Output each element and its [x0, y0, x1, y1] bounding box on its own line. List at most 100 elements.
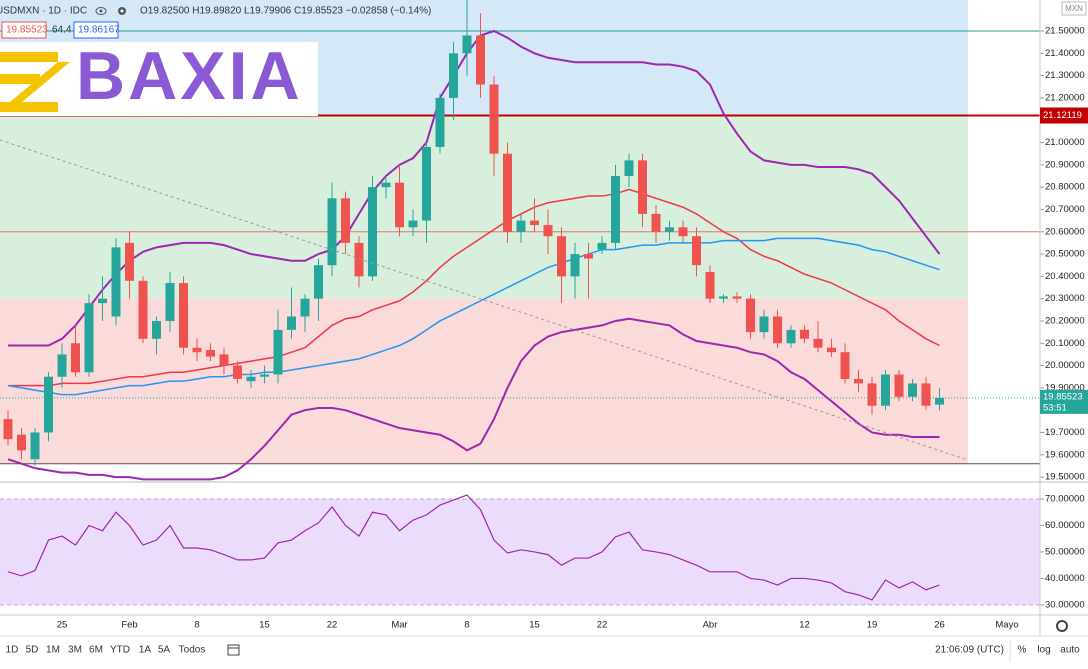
range-button[interactable]: 6M [89, 645, 103, 656]
currency[interactable]: MXN [1065, 4, 1083, 13]
x-tick-label: Feb [121, 620, 137, 631]
candle-body [435, 97, 445, 147]
candle-body [152, 320, 161, 339]
scale-option[interactable]: auto [1060, 645, 1080, 656]
candle-body [206, 349, 215, 357]
candle-body [327, 198, 337, 266]
indicator-line [7, 237, 940, 396]
indicator-line [7, 317, 940, 481]
level-label-box [1040, 107, 1088, 124]
y-tick-label: 50.00000 [1045, 546, 1085, 557]
candle-body [233, 365, 242, 379]
indicator-line [8, 29, 941, 347]
scale-option[interactable]: log [1037, 645, 1050, 656]
range-button[interactable]: YTD [110, 645, 130, 656]
x-tick-label: 8 [194, 620, 199, 631]
y-tick-label: 20.30000 [1045, 293, 1085, 304]
candle-body [300, 298, 310, 317]
x-tick-label: 15 [259, 620, 270, 631]
buy-box[interactable] [73, 21, 119, 39]
candle-body [746, 298, 755, 333]
ohlc: O19.82500 H19.89820 L19.79906 C19.85523 … [140, 6, 431, 17]
candle-body [489, 84, 499, 154]
candle-body [813, 338, 823, 348]
candle-body [111, 247, 121, 317]
range-button[interactable]: 1M [46, 645, 60, 656]
range-button[interactable]: 5D [26, 645, 39, 656]
spread: 64.4 [52, 25, 72, 36]
y-tick-label: 70.00000 [1045, 494, 1085, 505]
candle-body [800, 329, 809, 339]
candle-body [422, 146, 431, 221]
y-tick-label: 20.70000 [1045, 204, 1085, 215]
candle-body [179, 283, 188, 348]
candle-body [692, 236, 701, 266]
candle-body [840, 352, 850, 379]
candle-body [71, 343, 80, 373]
candle-body [921, 383, 931, 406]
last-price-box [1040, 389, 1088, 414]
x-tick-label: 12 [799, 620, 810, 631]
candle-body [3, 419, 13, 440]
candle-body [57, 354, 67, 377]
candle-body [260, 374, 269, 377]
candle-body [219, 354, 229, 366]
clock: 21:06:09 (UTC) [935, 645, 1004, 656]
y-tick-label: 19.50000 [1045, 472, 1085, 483]
candle-body [557, 236, 566, 277]
range-button[interactable]: 1A [139, 645, 152, 656]
eye-icon[interactable] [95, 7, 107, 15]
currency-badge[interactable] [1061, 1, 1087, 16]
x-tick-label: Mayo [995, 620, 1018, 631]
range-button[interactable]: 3M [68, 645, 82, 656]
candle-body [881, 374, 890, 406]
candle-body [462, 35, 472, 54]
y-tick-label: 19.90000 [1045, 382, 1085, 393]
candle-body [368, 187, 377, 277]
range-button[interactable]: 1D [6, 645, 19, 656]
candle-body [273, 329, 283, 375]
calendar-icon[interactable] [227, 644, 240, 656]
range-button[interactable]: 5A [158, 645, 171, 656]
bid[interactable]: 19.85523 [6, 25, 48, 36]
x-tick-label: 22 [327, 620, 338, 631]
candle-body [867, 383, 877, 406]
settings-icon[interactable] [118, 7, 126, 15]
y-tick-label: 20.60000 [1045, 226, 1085, 237]
candle-body [611, 175, 620, 243]
ask[interactable]: 19.86167 [78, 25, 120, 36]
candle-body [138, 280, 148, 339]
y-tick-label: 20.80000 [1045, 182, 1085, 193]
level-label: 21.12119 [1043, 110, 1082, 121]
candle-body [827, 347, 836, 353]
y-tick-label: 30.00000 [1045, 599, 1085, 610]
indicator-line [8, 188, 940, 387]
candle-body [476, 35, 485, 85]
candle-body [287, 316, 296, 330]
gear-icon[interactable] [1056, 620, 1068, 632]
candle-body [678, 227, 688, 237]
candle-body [84, 303, 94, 373]
candle-body [503, 153, 512, 232]
y-tick-label: 20.00000 [1045, 360, 1085, 371]
price-zone [0, 115, 968, 299]
candle-body [314, 265, 323, 299]
countdown: 53:51 [1043, 402, 1067, 413]
candle-body [854, 378, 863, 384]
candle-body [759, 316, 769, 333]
y-tick-label: 21.20000 [1045, 92, 1085, 103]
scale-option[interactable]: % [1018, 645, 1027, 656]
candle-body [98, 298, 107, 304]
candle-body [125, 242, 134, 281]
x-tick-label: 25 [57, 620, 68, 631]
candle-body [894, 374, 904, 397]
range-button[interactable]: Todos [179, 645, 206, 656]
logo: BAXIA [0, 38, 318, 116]
sell-box[interactable] [1, 21, 47, 39]
candle-body [732, 296, 742, 299]
symbol[interactable]: USDMXN · 1D · IDC [0, 6, 87, 17]
candle-body [44, 376, 53, 433]
x-tick-label: Mar [391, 620, 407, 631]
